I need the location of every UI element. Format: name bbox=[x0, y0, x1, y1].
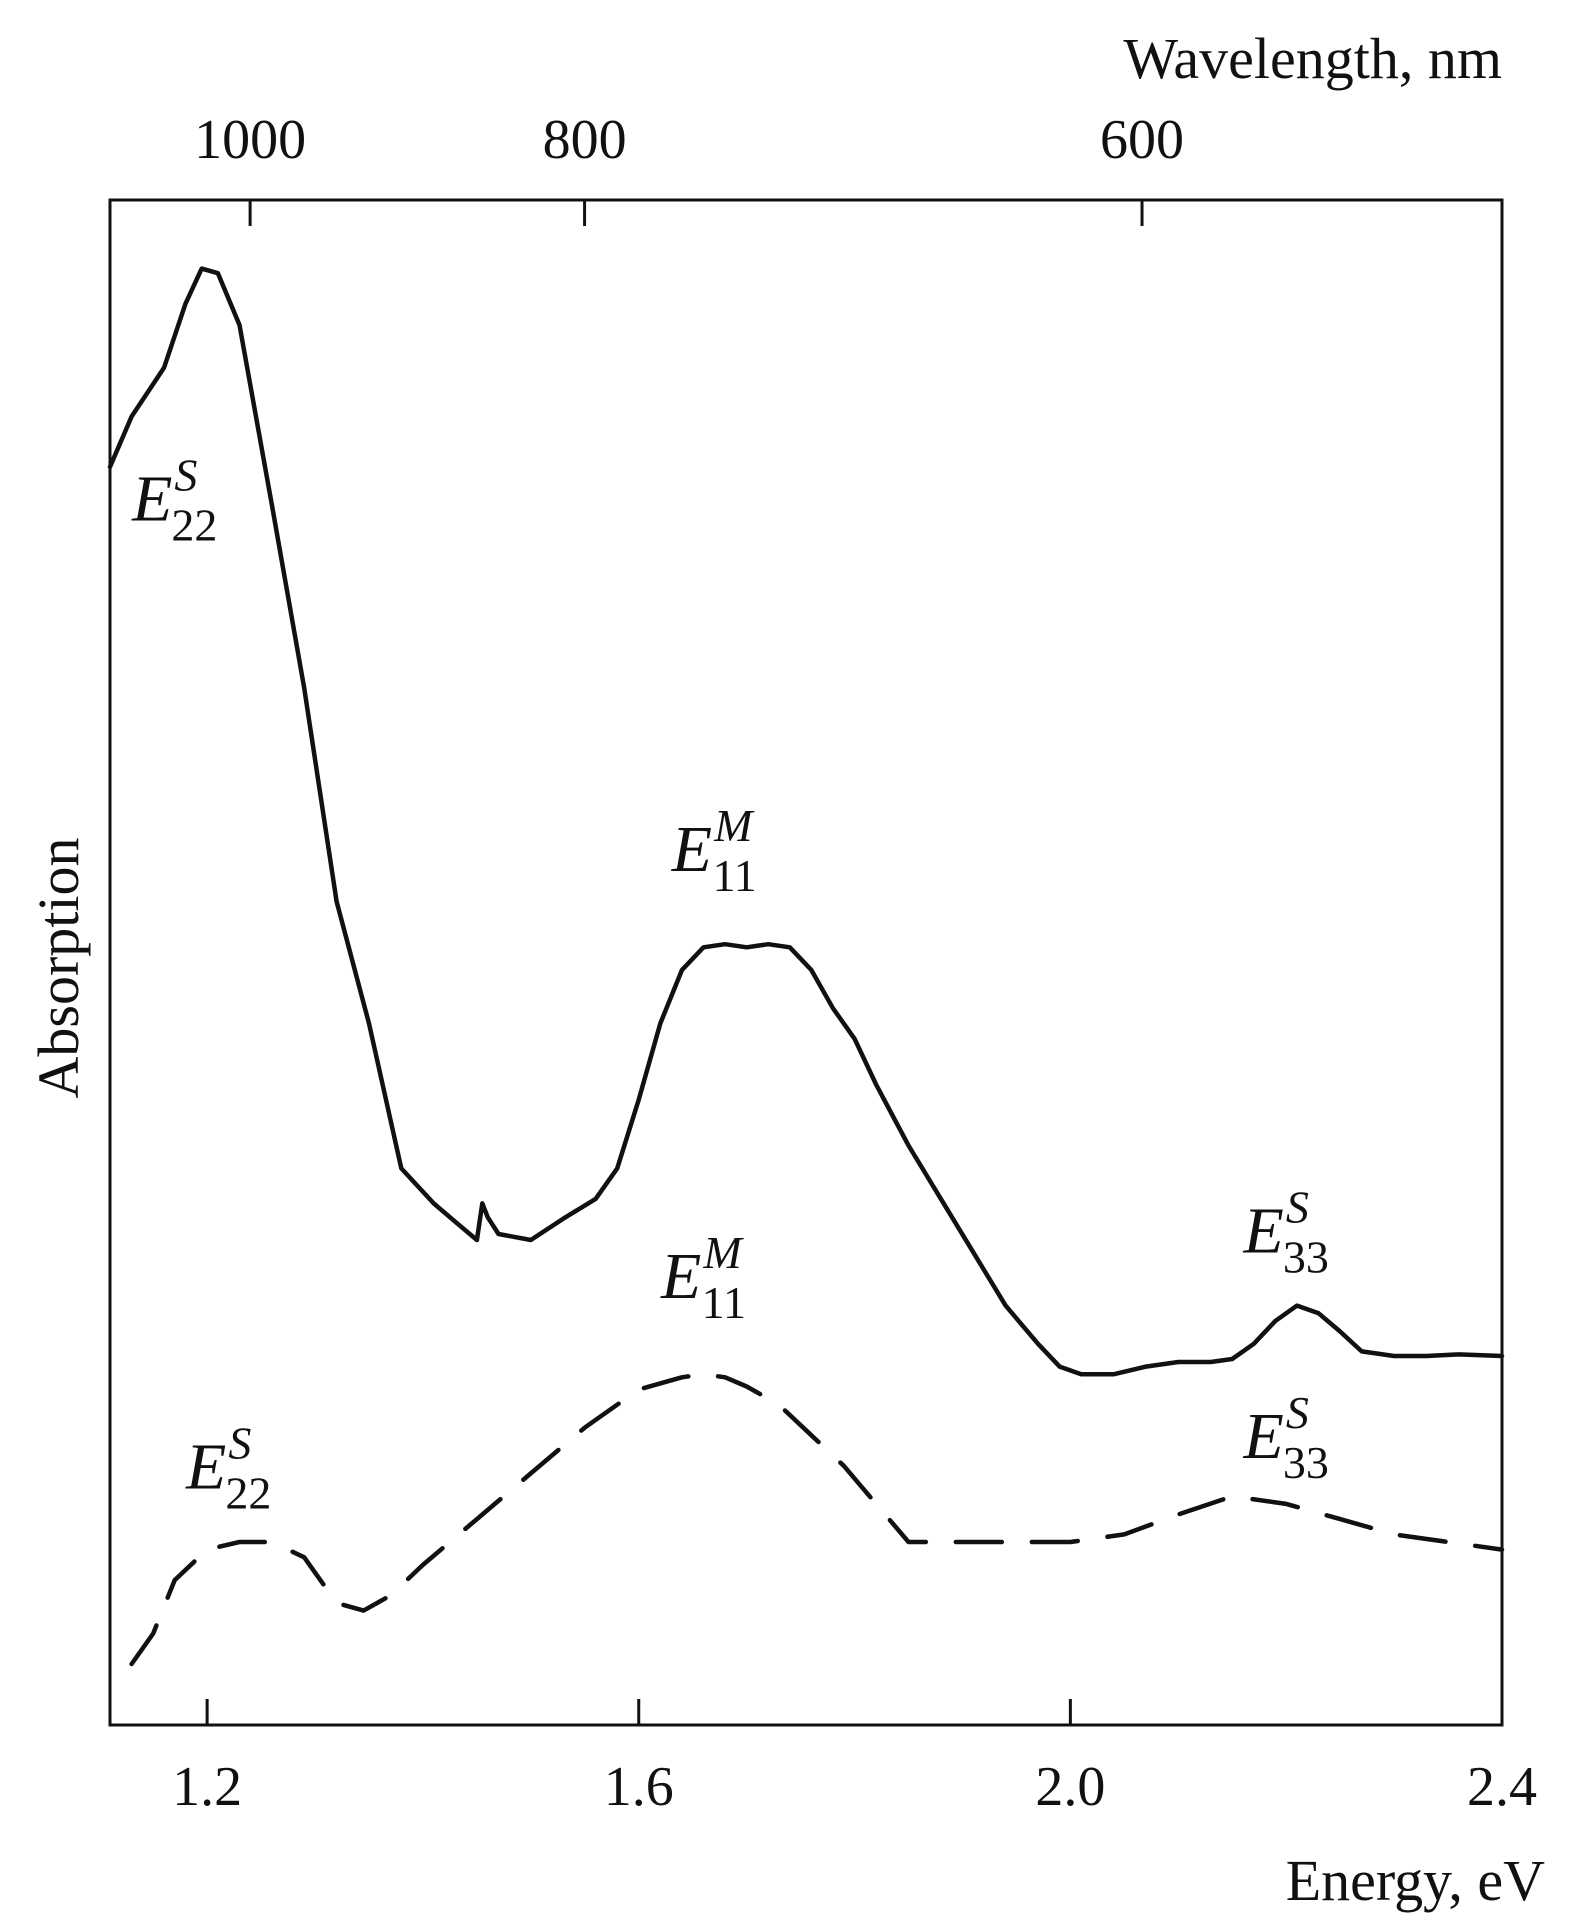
top-tick-label: 600 bbox=[1100, 109, 1184, 171]
dashed-series-line bbox=[129, 1372, 1505, 1667]
solid-series-line bbox=[107, 266, 1505, 1377]
peak-label-e22: ES 22 bbox=[185, 1418, 271, 1519]
plot-border bbox=[108, 198, 1504, 1727]
axis-titles: Energy, eV Wavelength, nm Absorption bbox=[26, 26, 1545, 1913]
top-tick-label: 1000 bbox=[194, 109, 306, 171]
peak-label-e22: ES 22 bbox=[131, 449, 217, 550]
top-axis-title: Wavelength, nm bbox=[1123, 26, 1502, 91]
x-tick-label: 2.0 bbox=[1035, 1756, 1105, 1818]
ticks: 1.2 1.6 2.0 2.4 1000 800 600 bbox=[172, 109, 1537, 1818]
peak-label-e11: EM 11 bbox=[660, 1227, 746, 1328]
plot-frame bbox=[108, 198, 1504, 1727]
y-axis-title: Absorption bbox=[26, 838, 91, 1099]
x-tick-label: 1.6 bbox=[604, 1756, 674, 1818]
curves bbox=[107, 266, 1505, 1667]
peak-labels: ES 22 EM 11 ES 33 ES 22 EM 11 ES 33 bbox=[131, 449, 1329, 1518]
x-tick-label: 2.4 bbox=[1467, 1756, 1537, 1818]
peak-label-e33: ES 33 bbox=[1243, 1181, 1329, 1282]
peak-label-e11: EM 11 bbox=[671, 800, 757, 901]
x-axis-title: Energy, eV bbox=[1286, 1848, 1545, 1913]
x-tick-label: 1.2 bbox=[172, 1756, 242, 1818]
peak-label-e33: ES 33 bbox=[1243, 1387, 1329, 1488]
top-tick-label: 800 bbox=[543, 109, 627, 171]
